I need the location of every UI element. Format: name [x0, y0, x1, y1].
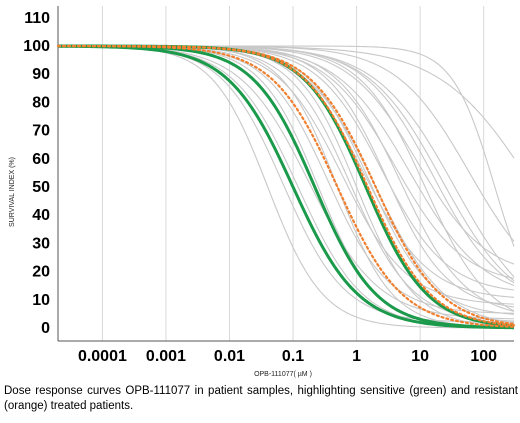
y-tick-label: 90 [32, 66, 50, 83]
x-tick-labels: 0.0001 0.001 0.01 0.1 1 10 100 [78, 348, 497, 365]
x-tick-label: 100 [470, 348, 497, 365]
y-tick-label: 110 [24, 10, 50, 27]
untreated-curve [58, 45, 515, 315]
untreated-curve [58, 45, 515, 312]
untreated-curve [58, 45, 515, 242]
x-tick-label: 0.1 [282, 348, 304, 365]
y-tick-label: 40 [32, 207, 50, 224]
untreated-curve [58, 45, 515, 312]
x-tick-label: 1 [352, 348, 361, 365]
figure-caption: Dose response curves OPB-111077 in patie… [4, 385, 518, 412]
y-tick-label: 10 [32, 292, 50, 309]
x-axis-label: OPB-111077( µM ) [254, 371, 312, 378]
y-tick-label: 60 [32, 151, 50, 168]
untreated-curve [57, 45, 515, 320]
x-tick-label: 0.001 [146, 348, 186, 365]
axes [57, 6, 514, 342]
x-tick-label: 10 [411, 348, 429, 365]
y-tick-label: 50 [32, 179, 50, 196]
curves [56, 44, 516, 330]
untreated-curve [58, 45, 515, 282]
y-tick-label: 0 [41, 320, 50, 337]
y-tick-label: 100 [23, 38, 50, 55]
resistant-curve [56, 44, 516, 326]
untreated-curve [58, 45, 515, 314]
x-tick-label: 0.01 [214, 348, 245, 365]
y-axis-label: SURVIVAL INDEX (%) [9, 157, 16, 227]
y-tick-labels: 0 10 20 30 40 50 60 70 80 90 100 110 [23, 10, 50, 337]
x-tick-label: 0.0001 [78, 348, 127, 365]
y-tick-label: 80 [32, 94, 50, 111]
y-tick-label: 20 [32, 264, 50, 281]
untreated-curve [57, 45, 515, 284]
y-tick-label: 70 [32, 123, 50, 140]
untreated-curve [58, 45, 515, 322]
y-tick-label: 30 [32, 235, 50, 252]
